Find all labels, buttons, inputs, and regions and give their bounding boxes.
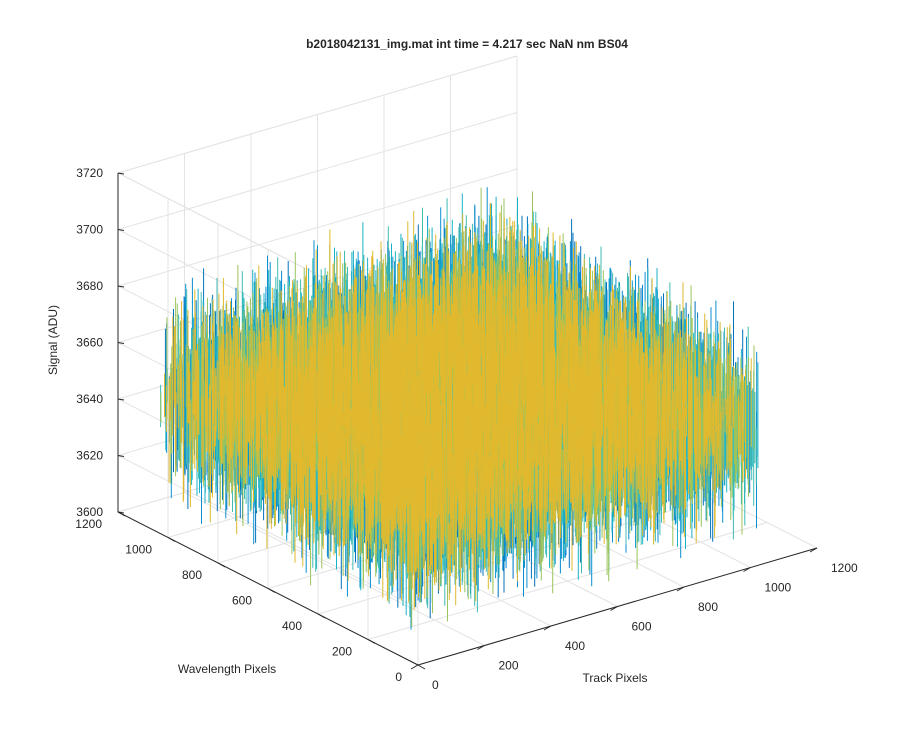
x-tick bbox=[410, 664, 419, 670]
x-tick-label: 1000 bbox=[765, 581, 792, 595]
z-tick-label: 3660 bbox=[76, 336, 103, 350]
z-tick-label: 3700 bbox=[76, 223, 103, 237]
y-tick-label: 600 bbox=[232, 594, 252, 608]
grid-line bbox=[367, 522, 768, 640]
y-tick-label: 400 bbox=[282, 619, 302, 633]
x-tick bbox=[610, 606, 618, 611]
surface-strand bbox=[164, 202, 752, 610]
x-tick bbox=[676, 586, 685, 592]
y-tick bbox=[167, 537, 176, 542]
x-tick-label: 0 bbox=[432, 678, 439, 692]
z-tick bbox=[117, 398, 125, 401]
y-tick-label: 200 bbox=[332, 645, 352, 659]
x-axis-label: Track Pixels bbox=[583, 671, 648, 685]
y-tick-label: 800 bbox=[182, 568, 202, 582]
z-tick-label: 3720 bbox=[76, 166, 103, 180]
x-tick-label: 600 bbox=[632, 620, 652, 634]
grid-line bbox=[117, 455, 419, 609]
y-tick bbox=[217, 562, 226, 568]
x-tick bbox=[477, 645, 485, 650]
x-tick-label: 400 bbox=[565, 639, 585, 653]
x-tick-label: 1200 bbox=[831, 561, 858, 575]
z-tick bbox=[117, 285, 125, 288]
z-tick-label: 3620 bbox=[76, 449, 103, 463]
x-tick bbox=[743, 567, 751, 572]
grid-line bbox=[117, 112, 518, 230]
y-tick bbox=[417, 664, 426, 670]
z-tick-label: 3600 bbox=[76, 505, 103, 519]
grid-line bbox=[117, 168, 518, 287]
y-tick bbox=[367, 639, 376, 644]
z-tick-label: 3680 bbox=[76, 279, 103, 293]
z-tick bbox=[117, 455, 125, 457]
y-tick bbox=[267, 588, 276, 593]
chart-title: b2018042131_img.mat int time = 4.217 sec… bbox=[306, 37, 628, 51]
z-tick bbox=[117, 342, 125, 344]
y-axis-label: Wavelength Pixels bbox=[178, 662, 276, 676]
y-tick-label: 0 bbox=[395, 670, 402, 684]
axes bbox=[117, 172, 818, 670]
box-edge bbox=[117, 55, 518, 174]
x-tick-label: 200 bbox=[499, 659, 519, 673]
tick-labels: 3600 3620 3640 3660 3680 3700 3720 0 200 400 600 80… bbox=[75, 166, 858, 692]
x-tick bbox=[809, 547, 818, 553]
x-tick-label: 800 bbox=[698, 600, 718, 614]
z-tick-label: 3640 bbox=[76, 392, 103, 406]
y-tick bbox=[117, 511, 126, 517]
z-axis-label: Signal (ADU) bbox=[46, 305, 60, 375]
y-tick-label: 1000 bbox=[125, 543, 152, 557]
x-tick bbox=[543, 625, 552, 631]
z-tick bbox=[117, 172, 125, 175]
y-tick bbox=[317, 613, 326, 619]
y-tick-label: 1200 bbox=[75, 517, 102, 531]
z-tick bbox=[117, 229, 125, 231]
surface-data bbox=[160, 187, 759, 630]
